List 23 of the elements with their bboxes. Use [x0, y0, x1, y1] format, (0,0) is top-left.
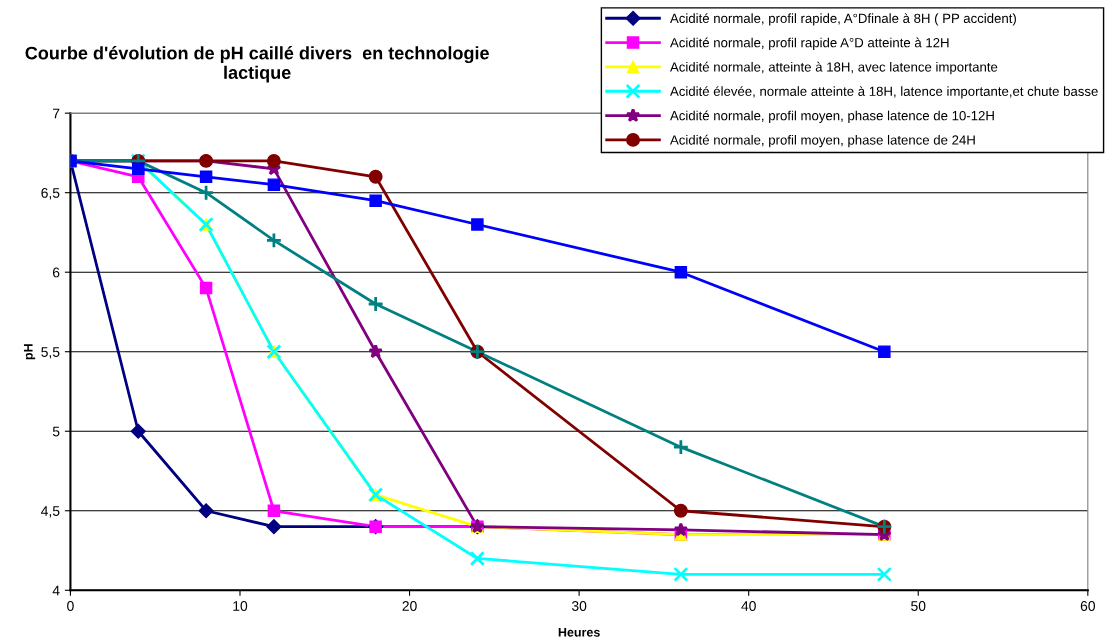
- x-tick-label: 0: [67, 601, 74, 611]
- legend-label: Acidité normale, profil moyen, phase latence de 10-12H: [670, 110, 994, 123]
- legend-label: Acidité élevée, normale atteinte à 18H, latence importante,et chute basse: [670, 86, 1098, 99]
- y-tick-label: 6: [53, 267, 60, 278]
- x-tick-label: 40: [741, 601, 756, 611]
- y-tick-label: 5,5: [41, 347, 60, 359]
- legend-label: Acidité normale, atteinte à 18H, avec latence importante: [670, 61, 998, 75]
- legend-label: Acidité normale, profil moyen, phase latence de 24H: [670, 134, 975, 148]
- x-tick-label: 20: [402, 601, 417, 611]
- y-tick-label: 4: [52, 585, 60, 596]
- legend-label: Acidité normale, profil rapide A°D atteinte à 12H: [670, 37, 949, 50]
- legend-label: Acidité normale, profil rapide, A°Dfinale à 8H ( PP accident): [670, 13, 1016, 26]
- x-tick-label: 50: [911, 601, 926, 611]
- x-axis-title: Heures: [558, 627, 600, 637]
- y-tick-label: 4,5: [41, 506, 60, 518]
- y-axis-title: pH: [23, 344, 36, 360]
- y-tick-label: 5: [52, 426, 60, 437]
- y-tick-label: 7: [53, 108, 60, 119]
- y-tick-label: 6,5: [41, 188, 60, 200]
- x-tick-label: 60: [1080, 601, 1095, 611]
- x-tick-label: 10: [233, 601, 248, 611]
- x-tick-label: 30: [571, 601, 587, 611]
- chart-title: Courbe d'évolution de pH caillé divers en technologie lactique: [25, 46, 489, 83]
